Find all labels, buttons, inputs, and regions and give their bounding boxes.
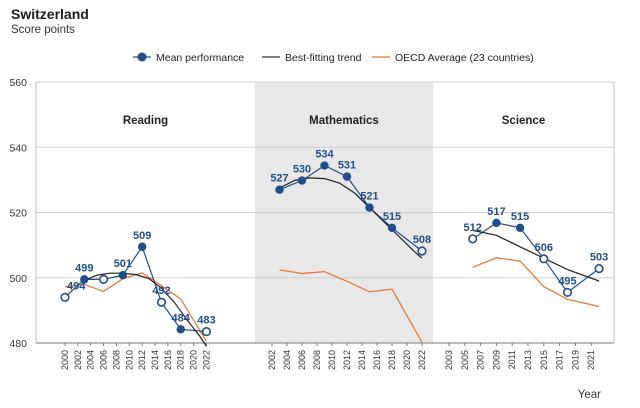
- x-tick-label-reading-2006: 2006: [99, 350, 109, 370]
- legend-marker-mean: [137, 52, 147, 62]
- data-label-science-2022: 503: [590, 252, 608, 264]
- x-tick-label-reading-2022: 2022: [201, 350, 211, 370]
- x-axis-label: Year: [578, 389, 601, 401]
- data-label-reading-2015: 492: [152, 285, 170, 297]
- x-tick-label-mathematics-2014: 2014: [357, 350, 367, 370]
- data-label-reading-2003: 499: [75, 262, 93, 274]
- x-tick-label-reading-2002: 2002: [73, 350, 83, 370]
- data-label-reading-2018: 484: [172, 312, 191, 324]
- panel-title-science: Science: [502, 115, 545, 127]
- data-label-reading-2012: 509: [133, 230, 151, 242]
- data-label-mathematics-2022: 508: [413, 234, 431, 246]
- x-tick-label-reading-2012: 2012: [137, 350, 147, 370]
- mean-point-mathematics-2018: [387, 223, 397, 233]
- legend-label-2: Best-fitting trend: [285, 52, 362, 64]
- y-tick-label: 560: [9, 77, 27, 89]
- panel-title-reading: Reading: [123, 115, 168, 127]
- x-tick-label-reading-2016: 2016: [163, 350, 173, 370]
- x-tick-label-science-2011: 2011: [507, 350, 517, 369]
- x-tick-label-mathematics-2006: 2006: [297, 350, 307, 370]
- y-tick-label: 480: [9, 338, 27, 350]
- oecd-line-mathematics: [279, 269, 423, 343]
- data-label-mathematics-2003: 527: [270, 173, 288, 185]
- x-tick-label-mathematics-2018: 2018: [387, 350, 397, 370]
- x-tick-label-mathematics-2022: 2022: [417, 350, 427, 370]
- x-tick-label-reading-2010: 2010: [124, 350, 134, 370]
- x-tick-label-mathematics-2020: 2020: [402, 350, 412, 370]
- y-tick-label: 500: [9, 273, 27, 285]
- trend-line-science: [472, 229, 600, 282]
- oecd-line-reading-start: [64, 283, 85, 288]
- y-axis-unit-label: Score points: [11, 24, 75, 36]
- x-tick-label-science-2003: 2003: [444, 350, 454, 370]
- oecd-line-science: [472, 257, 600, 308]
- x-tick-label-mathematics-2010: 2010: [327, 350, 337, 370]
- x-tick-label-science-2017: 2017: [555, 350, 565, 370]
- data-label-mathematics-2015: 521: [360, 191, 378, 203]
- data-label-science-2015: 506: [535, 242, 553, 254]
- x-tick-label-science-2021: 2021: [586, 350, 596, 370]
- x-tick-label-reading-2014: 2014: [150, 350, 160, 370]
- mean-point-mathematics-2003: [275, 185, 284, 194]
- mean-point-reading-2018: [176, 325, 185, 334]
- data-label-science-2009: 517: [487, 206, 505, 218]
- x-tick-label-mathematics-2012: 2012: [342, 350, 352, 370]
- mean-point-science-2015: [539, 254, 549, 264]
- data-label-science-2018: 495: [558, 275, 576, 287]
- x-tick-label-science-2005: 2005: [460, 350, 470, 370]
- x-tick-label-science-2013: 2013: [523, 350, 533, 370]
- mean-line-science: [472, 222, 600, 294]
- legend-label-1: Mean performance: [156, 52, 244, 64]
- x-tick-label-reading-2008: 2008: [111, 350, 121, 370]
- mean-point-science-2009: [492, 218, 501, 228]
- mean-point-reading-2000: [60, 292, 70, 302]
- x-tick-label-mathematics-2004: 2004: [282, 350, 292, 370]
- data-label-science-2006: 512: [464, 222, 482, 234]
- mean-point-mathematics-2012: [342, 172, 352, 181]
- data-label-science-2012: 515: [511, 211, 529, 223]
- x-tick-label-mathematics-2002: 2002: [267, 350, 277, 370]
- data-label-mathematics-2012: 531: [338, 160, 356, 172]
- x-tick-label-reading-2020: 2020: [189, 350, 199, 370]
- y-tick-label: 520: [9, 208, 27, 220]
- chart-title: Switzerland: [11, 6, 89, 22]
- x-tick-label-science-2007: 2007: [476, 350, 486, 370]
- x-tick-label-science-2009: 2009: [491, 350, 501, 370]
- mean-point-mathematics-2015: [365, 203, 374, 212]
- mean-point-mathematics-2009: [320, 161, 329, 170]
- data-label-reading-2022: 483: [197, 315, 215, 327]
- data-label-mathematics-2009: 534: [315, 149, 334, 161]
- mean-point-reading-2009: [118, 270, 128, 280]
- trend-line-reading: [84, 272, 208, 347]
- legend-label-3: OECD Average (23 countries): [395, 52, 534, 64]
- x-tick-label-science-2019: 2019: [570, 350, 580, 370]
- panel-title-mathematics: Mathematics: [309, 115, 379, 127]
- mean-point-reading-2006: [98, 274, 109, 284]
- mean-point-science-2022: [594, 264, 604, 274]
- mean-point-science-2018: [562, 287, 573, 298]
- mean-point-mathematics-2006: [297, 176, 307, 185]
- mean-point-reading-2012: [137, 242, 147, 251]
- x-tick-label-science-2015: 2015: [539, 350, 549, 370]
- data-label-reading-2000: 494: [67, 280, 86, 292]
- mean-point-reading-2003: [80, 275, 89, 284]
- mean-point-reading-2022: [201, 326, 212, 337]
- x-tick-label-reading-2000: 2000: [60, 350, 70, 370]
- mean-point-science-2012: [515, 223, 525, 233]
- mean-point-science-2006: [468, 234, 478, 244]
- data-label-mathematics-2006: 530: [293, 164, 311, 176]
- x-tick-label-mathematics-2016: 2016: [372, 350, 382, 370]
- x-tick-label-reading-2018: 2018: [176, 350, 186, 370]
- x-tick-label-reading-2004: 2004: [86, 350, 96, 370]
- mean-point-mathematics-2022: [417, 246, 427, 256]
- data-label-reading-2009: 501: [114, 258, 132, 270]
- x-tick-label-mathematics-2008: 2008: [312, 350, 322, 370]
- mean-point-reading-2015: [156, 297, 167, 307]
- y-tick-label: 540: [9, 142, 27, 154]
- oecd-line-reading: [84, 272, 208, 342]
- data-label-mathematics-2018: 515: [383, 211, 401, 223]
